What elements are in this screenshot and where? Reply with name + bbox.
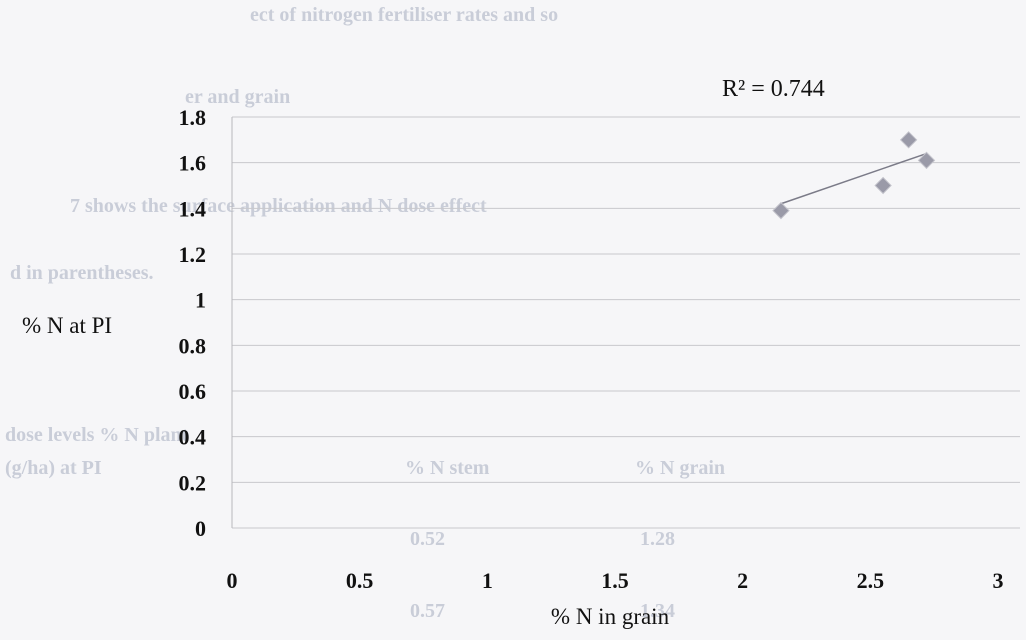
x-tick-label: 0.5 [346,568,374,593]
x-tick-label: 0 [227,568,238,593]
y-axis-ticks: 0 0.2 0.4 0.6 0.8 1 1.2 1.4 1.6 1.8 [179,105,207,541]
x-tick-label: 1 [482,568,493,593]
trendline [780,152,927,205]
data-point [899,131,918,149]
bg-line-table-cell-4: 1.34 [640,600,675,622]
y-tick-label: 0.2 [179,470,207,495]
bg-line-table-cell-1: 0.52 [410,528,445,550]
y-tick-label: 1.8 [179,105,207,130]
bg-line-table-cell-3: 0.57 [410,600,445,622]
x-tick-label: 1.5 [601,568,629,593]
x-tick-label: 3 [993,568,1004,593]
data-points [772,131,936,220]
y-tick-label: 0 [195,516,206,541]
y-axis-title: % N at PI [22,313,112,338]
y-tick-label: 1.2 [179,242,207,267]
data-point [874,176,892,195]
bg-line-table-header-1: dose levels % N plant [5,424,189,446]
data-point [917,151,936,170]
x-tick-label: 2.5 [857,568,885,593]
r-squared-annotation: R² = 0.744 [722,76,825,102]
x-axis-ticks: 0 0.5 1 1.5 2 2.5 3 [227,568,1004,593]
data-point [772,201,790,220]
x-axis-title: % N in grain [551,604,670,629]
y-tick-label: 0.8 [179,333,207,358]
y-tick-label: 1.4 [179,196,207,221]
y-tick-label: 0.4 [179,425,207,450]
y-tick-label: 1 [195,288,206,313]
x-tick-label: 2 [737,568,748,593]
bg-line-body-1: 7 shows the surface application and N do… [70,195,487,217]
bg-line-body-2: d in parentheses. [10,262,154,284]
gridlines [232,116,1020,529]
bg-line-table-header-3: % N stem [405,457,490,479]
bg-line-table-header-2: (g/ha) at PI [5,457,102,479]
bg-line-heading: ect of nitrogen fertiliser rates and so [250,4,559,26]
bg-line-subheading: er and grain [185,86,291,108]
y-tick-label: 1.6 [179,151,207,176]
bg-line-table-header-4: % N grain [635,457,725,479]
y-tick-label: 0.6 [179,379,207,404]
bg-line-table-cell-2: 1.28 [640,528,675,550]
